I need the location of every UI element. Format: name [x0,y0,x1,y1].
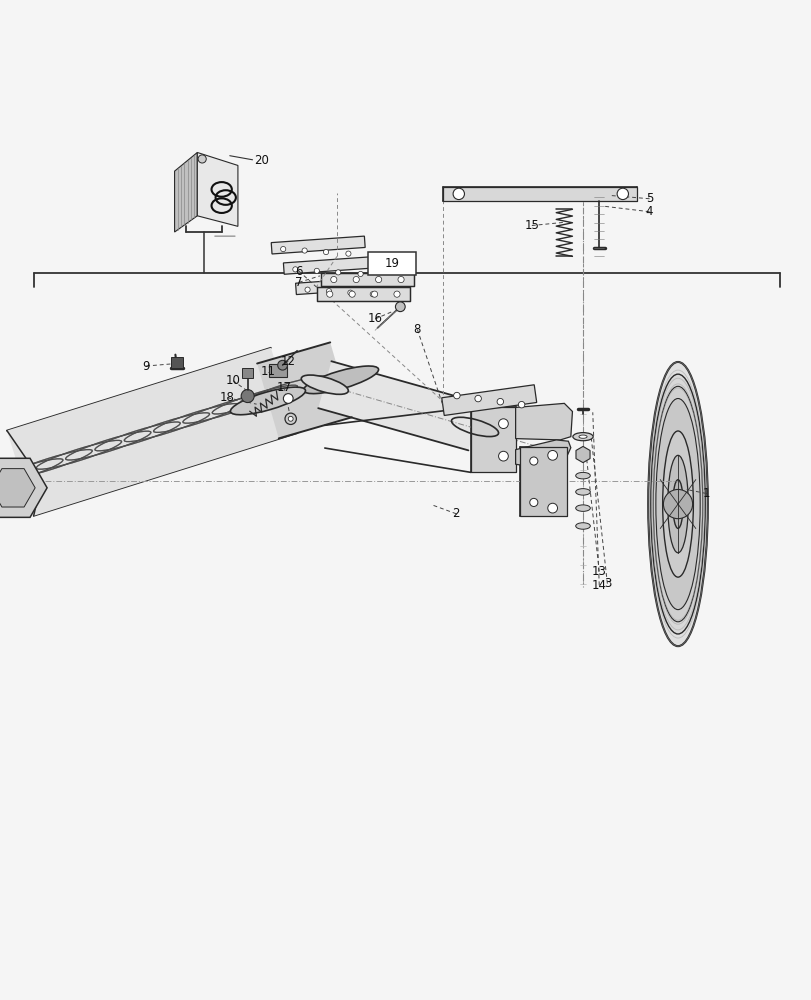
Circle shape [616,188,628,200]
Circle shape [663,489,692,519]
Circle shape [498,451,508,461]
Polygon shape [174,152,197,232]
Polygon shape [197,152,238,226]
Text: 9: 9 [142,360,150,373]
Ellipse shape [653,386,702,622]
Circle shape [198,155,206,163]
Ellipse shape [647,362,707,646]
Ellipse shape [230,387,305,415]
Polygon shape [295,277,389,295]
Text: 19: 19 [384,257,399,270]
Circle shape [547,503,557,513]
Text: 8: 8 [413,323,421,336]
Circle shape [345,251,350,256]
Text: 11: 11 [260,365,275,378]
Circle shape [330,276,337,283]
Circle shape [326,291,333,297]
Text: 2: 2 [452,507,460,520]
Circle shape [302,248,307,253]
Circle shape [517,401,524,408]
FancyBboxPatch shape [171,357,182,368]
Circle shape [375,276,381,283]
Polygon shape [515,440,570,471]
Polygon shape [519,447,566,516]
Circle shape [529,498,537,506]
Circle shape [358,271,363,277]
Polygon shape [283,256,377,274]
Circle shape [288,416,293,421]
Text: 14: 14 [591,579,606,592]
Text: 15: 15 [524,219,539,232]
FancyBboxPatch shape [367,252,415,275]
Text: 4: 4 [645,205,653,218]
Circle shape [305,287,310,292]
Circle shape [371,291,377,297]
Ellipse shape [655,398,699,610]
Ellipse shape [672,480,682,528]
Circle shape [529,457,537,465]
Circle shape [397,276,404,283]
Circle shape [335,270,341,275]
Text: 1: 1 [702,487,710,500]
Circle shape [314,268,319,273]
Circle shape [353,276,358,283]
Ellipse shape [575,489,590,495]
FancyBboxPatch shape [268,364,286,377]
Ellipse shape [575,505,590,511]
Circle shape [283,394,293,403]
Circle shape [293,267,298,272]
Circle shape [395,302,405,312]
Circle shape [370,292,375,297]
Text: 20: 20 [254,154,268,167]
Circle shape [498,419,508,429]
Polygon shape [316,287,410,301]
Text: 12: 12 [281,355,295,368]
Ellipse shape [662,431,693,577]
Circle shape [474,395,481,402]
Circle shape [326,289,331,294]
Polygon shape [470,407,515,472]
Polygon shape [271,236,365,254]
Text: 3: 3 [603,577,611,590]
Ellipse shape [303,366,378,394]
Text: 5: 5 [645,192,653,205]
Text: 7: 7 [294,276,303,289]
Circle shape [323,249,328,255]
Ellipse shape [578,435,586,438]
Circle shape [277,360,287,370]
Text: 6: 6 [294,265,303,278]
Ellipse shape [575,472,590,479]
Text: 13: 13 [591,565,606,578]
Ellipse shape [650,374,705,634]
Circle shape [241,390,254,403]
Circle shape [547,450,557,460]
FancyBboxPatch shape [242,368,253,378]
Circle shape [285,413,296,424]
Ellipse shape [667,455,688,553]
Ellipse shape [575,523,590,529]
Text: 17: 17 [277,381,291,394]
Polygon shape [318,361,481,450]
Circle shape [496,398,503,405]
Circle shape [453,188,464,200]
Polygon shape [515,403,572,440]
Circle shape [453,392,460,399]
Polygon shape [320,273,414,286]
Polygon shape [441,385,536,415]
Circle shape [393,291,400,297]
Circle shape [349,291,355,297]
Circle shape [281,246,285,252]
Polygon shape [442,187,637,201]
Text: 10: 10 [225,374,240,387]
Text: 16: 16 [367,312,382,325]
Ellipse shape [301,375,348,394]
Circle shape [347,290,353,295]
Polygon shape [257,342,351,438]
Polygon shape [7,348,297,516]
Ellipse shape [573,433,592,441]
Text: 18: 18 [220,391,234,404]
